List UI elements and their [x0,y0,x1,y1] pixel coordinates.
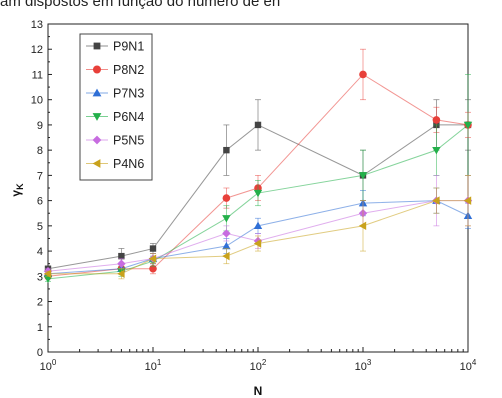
data-point [118,252,125,260]
series-line [47,73,469,277]
data-point [223,146,230,154]
series-p4n6 [43,174,472,280]
data-point [463,196,472,205]
series-line [48,200,468,275]
y-tick-label: 5 [37,221,43,233]
data-point [222,241,231,250]
data-point [432,116,441,124]
data-point [253,221,263,230]
legend: P9N1 P8N2 P7N3 P6N4 P5N5 P4N6 [79,33,153,181]
data-point [222,194,231,202]
data-point [463,121,473,130]
series-line [47,124,468,270]
data-point [222,229,231,238]
y-tick-label: 13 [31,19,43,31]
y-tick-label: 2 [37,297,43,309]
series-line [47,200,469,275]
data-point [148,254,157,263]
legend-item-p7n3: P7N3 [86,87,144,101]
data-point [253,239,262,248]
legend-box [79,33,153,181]
x-tick-label: 104 [460,358,477,373]
data-point [43,275,53,284]
data-point [358,221,367,231]
series-p6n4 [43,74,473,284]
legend-marker [93,65,101,74]
series-layer [43,48,473,284]
legend-item-p6n4: P6N4 [86,110,144,124]
y-axis-title-subscript: K [15,183,25,190]
data-point [432,196,440,205]
legend-marker [92,159,101,168]
y-tick-label: 3 [37,271,43,283]
legend-label: P4N6 [113,157,144,171]
y-tick-label: 9 [37,120,43,132]
data-point [253,189,263,198]
data-point [359,70,367,79]
y-tick-label: 1 [37,322,43,334]
series-line [47,200,468,272]
legend-marker [92,113,102,121]
data-point [117,259,126,268]
legend-item-p9n1: P9N1 [86,40,144,54]
legend-label: P8N2 [113,63,144,77]
x-tick-label: 102 [250,358,267,373]
legend-marker [92,88,102,97]
y-tick-label: 6 [37,196,43,208]
data-point [254,121,262,129]
data-point [117,269,125,278]
x-tick-label: 100 [40,358,57,373]
y-tick-label: 12 [31,44,43,56]
y-tick-label: 11 [32,69,43,81]
y-axis-title: γK [9,183,25,197]
legend-label: P6N4 [113,110,144,124]
x-axis-title: N [254,384,263,398]
data-point [149,245,157,252]
legend-item-p5n5: P5N5 [86,134,144,148]
y-tick-label: 0 [37,347,43,359]
legend-label: P5N5 [113,134,144,148]
y-axis-title-main: γ [9,190,23,197]
y-tick-label: 10 [31,95,43,107]
data-point [149,264,157,273]
legend-item-p8n2: P8N2 [86,63,144,77]
x-tick-label: 103 [355,358,372,373]
legend-label: P9N1 [113,40,144,54]
legend-marker [92,135,102,145]
data-point [222,251,230,261]
y-tick-label: 8 [37,145,43,157]
legend-item-p4n6: P4N6 [86,157,144,171]
y-tick-label: 7 [37,170,43,182]
data-point [222,215,231,223]
legend-marker [93,42,101,50]
data-point [43,269,52,278]
series-line [47,124,469,280]
legend-label: P7N3 [113,87,144,101]
data-point [432,146,441,155]
x-tick-label: 101 [145,358,162,373]
partial-caption-text: am dispostos em função do número de en [0,0,281,10]
data-point [358,172,368,180]
y-tick-label: 4 [37,246,43,258]
